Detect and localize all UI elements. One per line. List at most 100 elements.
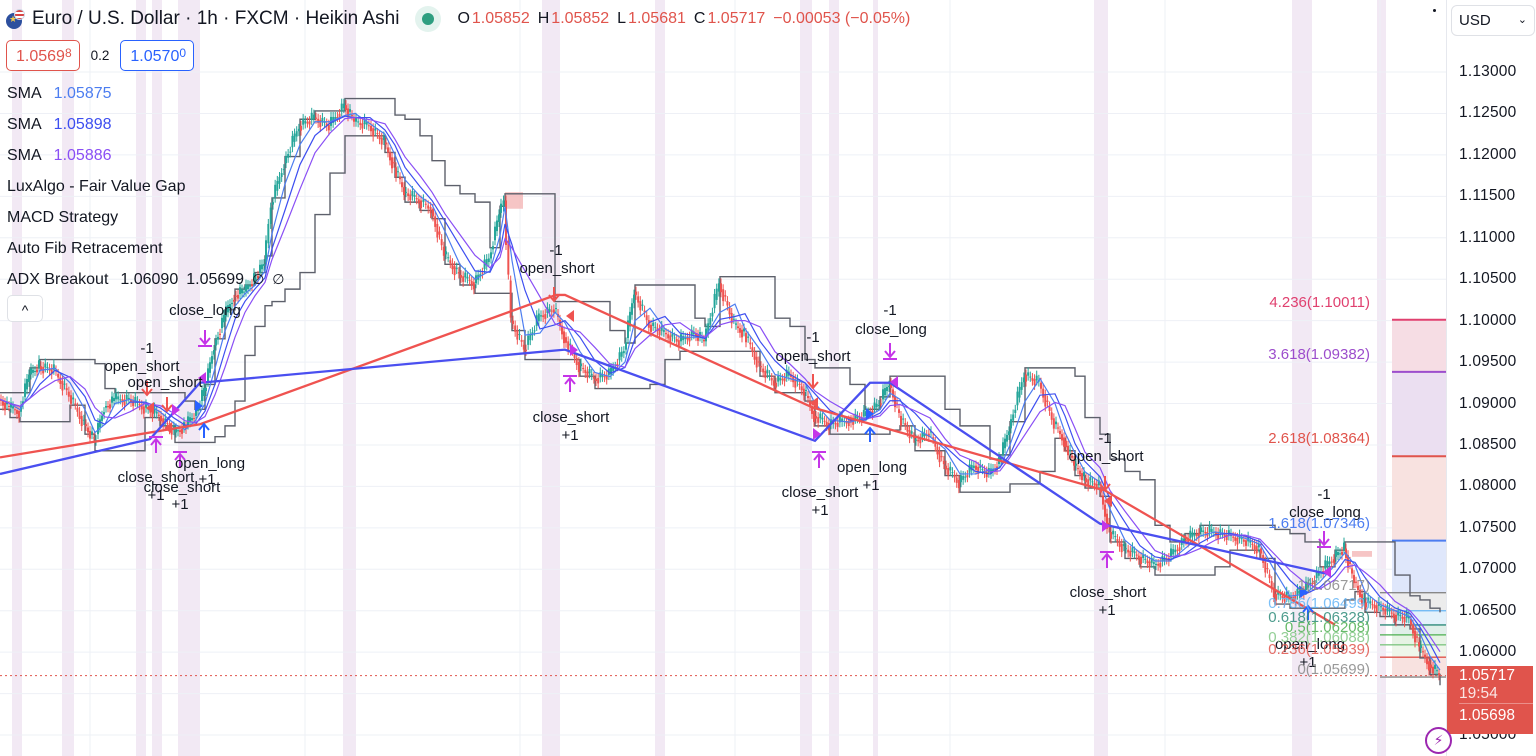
candle-body — [18, 410, 20, 418]
currency-select[interactable]: USD ⌄ — [1451, 5, 1535, 36]
candle-body — [1422, 651, 1424, 653]
price-chart[interactable] — [0, 0, 1446, 756]
candle-body — [675, 338, 678, 342]
candle-body — [209, 362, 211, 373]
candle-body — [1298, 590, 1301, 594]
fair-value-gap-box — [505, 192, 523, 209]
candle-body — [561, 325, 563, 335]
collapse-legend-button[interactable]: ^ — [7, 295, 43, 322]
price-tick-label: 1.07500 — [1459, 518, 1517, 536]
candle-body — [367, 125, 370, 127]
fib-zone — [1392, 540, 1446, 593]
candle-body — [821, 417, 824, 420]
candle-body — [811, 405, 813, 414]
candle-body — [413, 195, 416, 197]
candle-body — [1040, 382, 1042, 389]
buy-button[interactable]: 1.05700 — [120, 40, 195, 71]
candle-body — [555, 308, 557, 310]
chart-pane[interactable]: -1 open_short open_short close_long close_sh… — [0, 0, 1446, 756]
candle-body — [715, 288, 718, 300]
candle-body — [730, 312, 733, 324]
candle-body — [1025, 374, 1027, 382]
indicator-auto-fib[interactable]: Auto Fib Retracement — [7, 233, 284, 264]
candle-body — [652, 322, 655, 326]
entry-triangle-icon — [570, 344, 578, 356]
candle-body — [261, 264, 263, 270]
candle-body — [315, 117, 317, 119]
candle-body — [78, 411, 81, 419]
entry-triangle-icon — [566, 310, 574, 322]
candle-body — [1010, 419, 1012, 429]
indicator-macd-strategy[interactable]: MACD Strategy — [7, 202, 284, 233]
candle-body — [1016, 391, 1019, 406]
candle-body — [1022, 377, 1025, 383]
candle-body — [906, 426, 909, 432]
candle-body — [618, 352, 621, 361]
candle-body — [449, 260, 452, 264]
candle-body — [757, 361, 760, 363]
candle-body — [779, 377, 782, 381]
trade-signal-label: close_long — [855, 321, 927, 338]
candle-body — [245, 284, 247, 292]
trade-signal-label: -1 — [1098, 430, 1112, 447]
candle-body — [1407, 615, 1410, 619]
candle-body — [119, 399, 122, 401]
candle-body — [858, 417, 861, 419]
candle-body — [637, 296, 640, 303]
candle-body — [243, 291, 245, 293]
candle-body — [233, 299, 235, 302]
candle-body — [1071, 455, 1073, 458]
fib-zone — [1392, 592, 1446, 611]
candle-body — [445, 251, 447, 255]
candle-body — [900, 415, 902, 426]
arrow-up-icon — [564, 376, 576, 385]
indicator-sma-2[interactable]: SMA 1.05898 — [7, 109, 284, 140]
candle-body — [1033, 379, 1036, 385]
candle-body — [345, 105, 347, 110]
candle-body — [1412, 624, 1414, 634]
candle-body — [629, 311, 631, 327]
candle-body — [1044, 394, 1047, 407]
close-key: C — [693, 10, 706, 27]
trade-signal-label: close_short — [532, 409, 610, 426]
candle-body — [1264, 561, 1267, 573]
candle-body — [265, 240, 267, 263]
candle-body — [22, 401, 24, 405]
candle-body — [616, 363, 619, 367]
candle-body — [764, 370, 767, 378]
candle-body — [871, 410, 874, 415]
high-value: 1.05852 — [551, 10, 610, 27]
candle-body — [904, 423, 907, 426]
candle-body — [494, 226, 496, 241]
symbol-title[interactable]: Euro / U.S. Dollar · 1h · FXCM · Heikin … — [32, 8, 400, 29]
price-scale[interactable]: USD ⌄ 1.13000 1.12500 1.12000 1.11500 1.1100… — [1425, 0, 1536, 756]
trade-signal-label: -1 — [549, 242, 563, 259]
menu-dot-icon[interactable] — [1433, 9, 1436, 12]
candle-body — [280, 173, 283, 177]
market-open-status-icon[interactable] — [415, 6, 442, 32]
entry-triangle-icon — [1300, 586, 1308, 598]
candle-body — [1050, 412, 1053, 420]
indicator-sma-1[interactable]: SMA 1.05875 — [7, 78, 284, 109]
candle-body — [940, 456, 943, 458]
indicator-sma-3[interactable]: SMA 1.05886 — [7, 140, 284, 171]
entry-triangle-icon — [890, 376, 898, 388]
candle-body — [724, 295, 727, 297]
candle-body — [981, 468, 984, 470]
candle-body — [1317, 571, 1320, 576]
candle-body — [460, 275, 462, 278]
candle-body — [36, 369, 38, 373]
candle-body — [32, 369, 34, 373]
sell-button[interactable]: 1.05698 — [6, 40, 80, 71]
candle-body — [949, 466, 952, 471]
trade-signal-label: +1 — [147, 487, 165, 504]
candle-body — [841, 418, 844, 422]
candle-body — [12, 406, 14, 409]
candle-body — [1140, 556, 1142, 564]
candle-body — [93, 437, 95, 439]
indicator-adx-breakout[interactable]: ADX Breakout 1.06090 1.05699 ∅ ∅ — [7, 264, 284, 295]
lightning-icon[interactable]: ⚡ — [1425, 727, 1452, 754]
ohlc-values: O 1.05852 H 1.05852 L 1.05681 C 1.05717 −0.0… — [457, 10, 910, 28]
indicator-fair-value-gap[interactable]: LuxAlgo - Fair Value Gap — [7, 171, 284, 202]
candle-body — [1065, 440, 1067, 448]
